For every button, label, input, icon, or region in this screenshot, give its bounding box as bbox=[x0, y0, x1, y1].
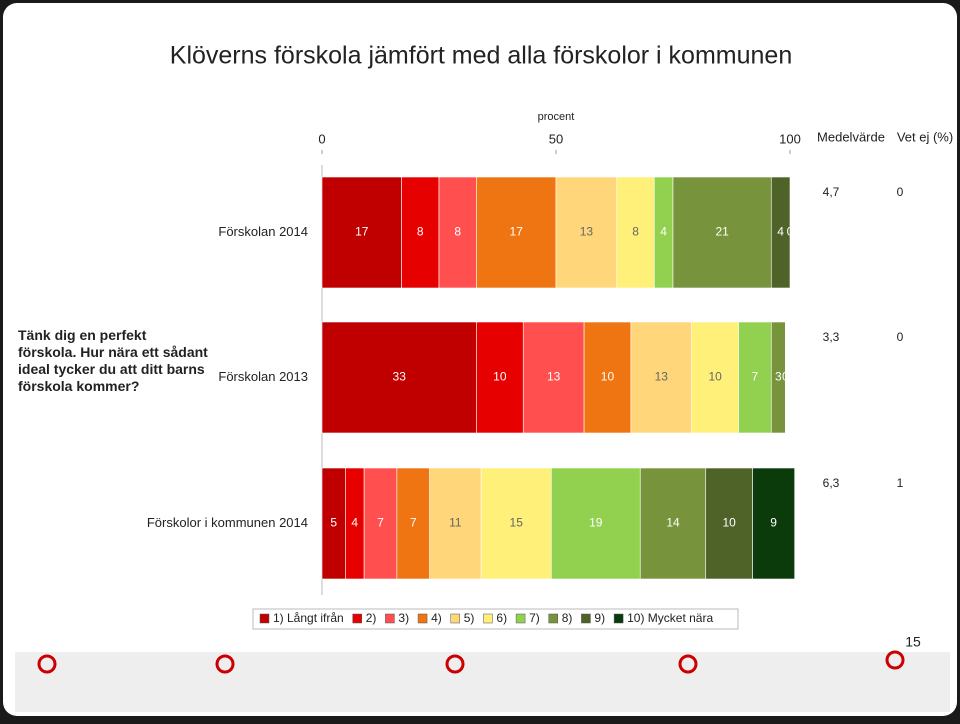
value-label: 10 bbox=[601, 370, 615, 384]
x-tick-label: 100 bbox=[779, 131, 801, 146]
question-text: Tänk dig en perfekt förskola. Hur nära e… bbox=[18, 327, 208, 394]
value-label: 8 bbox=[417, 225, 424, 239]
value-label: 13 bbox=[580, 225, 594, 239]
dont-know-header: Vet ej (%) bbox=[897, 129, 953, 144]
value-label: 19 bbox=[589, 516, 603, 530]
legend-swatch bbox=[548, 613, 558, 624]
value-label: 10 bbox=[493, 370, 507, 384]
legend-swatch bbox=[450, 613, 460, 624]
bar-segment bbox=[616, 176, 655, 289]
legend-label: 5) bbox=[464, 611, 475, 625]
bar-segment bbox=[770, 176, 791, 289]
legend-swatch bbox=[352, 613, 362, 624]
bar-segment bbox=[321, 176, 402, 289]
bar-segment bbox=[752, 467, 795, 580]
dont-know-value: 1 bbox=[897, 476, 904, 490]
bar-segment bbox=[738, 321, 772, 434]
bar-segment bbox=[363, 467, 398, 580]
bar-segment bbox=[672, 176, 772, 289]
value-label: 17 bbox=[355, 225, 369, 239]
value-label: 8 bbox=[454, 225, 461, 239]
legend-swatch bbox=[259, 613, 270, 624]
mean-header: Medelvärde bbox=[817, 129, 885, 144]
value-label: 9 bbox=[770, 516, 777, 530]
legend-swatch bbox=[581, 613, 591, 624]
legend-label: 2) bbox=[366, 611, 377, 625]
value-label: 13 bbox=[547, 370, 561, 384]
bar-segment bbox=[476, 321, 524, 434]
bar-segment bbox=[438, 176, 477, 289]
bar-segment bbox=[555, 176, 618, 289]
bar-segment bbox=[522, 321, 585, 434]
dont-know-value: 0 bbox=[897, 185, 904, 199]
legend-label: 7) bbox=[529, 611, 540, 625]
mean-value: 6,3 bbox=[823, 476, 840, 490]
value-label: 5 bbox=[330, 516, 337, 530]
y-tick-label: Förskolan 2013 bbox=[218, 369, 308, 384]
value-label: 10 bbox=[708, 370, 722, 384]
value-label: 8 bbox=[632, 225, 639, 239]
legend-swatch bbox=[385, 613, 395, 624]
bar-segment bbox=[401, 176, 440, 289]
value-label: 10 bbox=[722, 516, 736, 530]
value-label: 33 bbox=[393, 370, 407, 384]
value-label: 0 bbox=[787, 225, 794, 239]
mean-value: 3,3 bbox=[823, 330, 840, 344]
value-label: 17 bbox=[510, 225, 524, 239]
y-tick-label: Förskolor i kommunen 2014 bbox=[147, 515, 308, 530]
bar-segment bbox=[396, 467, 430, 580]
value-label: 21 bbox=[715, 225, 729, 239]
page-number: 15 bbox=[905, 634, 921, 650]
bar-segment bbox=[583, 321, 632, 434]
legend-swatch bbox=[417, 613, 428, 624]
legend-label: 8) bbox=[562, 611, 573, 625]
bar-segment bbox=[770, 321, 786, 434]
bar-segment bbox=[476, 176, 557, 289]
legend-label: 10) Mycket nära bbox=[627, 611, 713, 625]
value-label: 3 bbox=[775, 370, 782, 384]
value-label: 7 bbox=[410, 516, 417, 530]
bar-segment bbox=[691, 321, 739, 434]
legend-label: 1) Långt ifrån bbox=[273, 611, 344, 625]
value-label: 7 bbox=[377, 516, 384, 530]
legend-swatch bbox=[613, 613, 624, 624]
footer-figures bbox=[37, 650, 905, 674]
value-label: 11 bbox=[449, 516, 462, 530]
legend-label: 3) bbox=[398, 611, 409, 625]
bar-segment bbox=[321, 321, 477, 434]
y-tick-label: Förskolan 2014 bbox=[218, 224, 308, 239]
value-label: 7 bbox=[752, 370, 759, 384]
x-axis-label: procent bbox=[538, 111, 575, 123]
value-label: 0 bbox=[782, 370, 789, 384]
bar-segment bbox=[705, 467, 753, 580]
chart-title: Klöverns förskola jämfört med alla försk… bbox=[170, 42, 792, 70]
value-label: 4 bbox=[777, 225, 784, 239]
legend-swatch bbox=[483, 613, 493, 624]
x-tick-label: 50 bbox=[549, 131, 563, 146]
bar-segment bbox=[429, 467, 482, 580]
legend-swatch bbox=[515, 613, 526, 624]
legend-label: 9) bbox=[594, 611, 605, 625]
value-label: 15 bbox=[510, 516, 524, 530]
dont-know-value: 0 bbox=[897, 330, 904, 344]
x-tick-label: 0 bbox=[318, 131, 325, 146]
value-label: 4 bbox=[351, 516, 358, 530]
mean-value: 4,7 bbox=[823, 185, 840, 199]
value-label: 13 bbox=[655, 370, 669, 384]
bar-segment bbox=[639, 467, 707, 580]
legend-label: 6) bbox=[496, 611, 507, 625]
footer-band bbox=[15, 652, 950, 712]
legend-label: 4) bbox=[431, 611, 442, 625]
value-label: 14 bbox=[666, 516, 680, 530]
value-label: 4 bbox=[660, 225, 667, 239]
bar-segment bbox=[480, 467, 552, 580]
